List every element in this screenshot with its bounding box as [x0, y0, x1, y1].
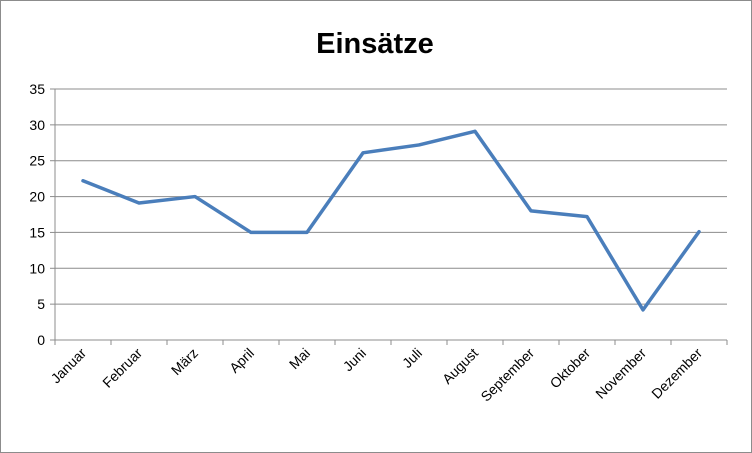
- y-tick-label: 5: [37, 296, 45, 312]
- y-tick-label: 15: [29, 224, 45, 240]
- y-tick-label: 35: [29, 81, 45, 97]
- y-tick-label: 20: [29, 189, 45, 205]
- data-point: [697, 230, 701, 234]
- data-point: [81, 179, 85, 183]
- series-line: [81, 129, 701, 312]
- y-tick-label: 30: [29, 117, 45, 133]
- x-tick-label: Juni: [340, 345, 369, 374]
- data-point: [305, 230, 309, 234]
- x-tick-label: April: [226, 345, 257, 376]
- data-point: [417, 143, 421, 147]
- data-point: [361, 151, 365, 155]
- y-axis-tick-labels: 0 5 10 15 20 25 30 35: [29, 81, 45, 348]
- y-tick-label: 10: [29, 260, 45, 276]
- series-layer: [81, 129, 701, 312]
- data-point: [473, 129, 477, 133]
- x-tick-label: Februar: [99, 345, 145, 391]
- x-tick-label: Mai: [286, 345, 313, 372]
- axes: [50, 88, 728, 345]
- y-tick-label: 25: [29, 153, 45, 169]
- gridlines: [55, 88, 727, 305]
- x-tick-label: März: [168, 345, 201, 378]
- x-tick-label: November: [592, 345, 649, 402]
- data-point: [529, 209, 533, 213]
- data-point: [137, 201, 141, 205]
- x-tick-label: Oktober: [547, 345, 594, 392]
- x-tick-label: Januar: [48, 345, 90, 387]
- chart-title: Einsätze: [316, 28, 434, 60]
- x-tick-label: Juli: [399, 345, 425, 371]
- data-point: [641, 308, 645, 312]
- x-axis-tick-labels: Januar Februar März April Mai Juni Juli AugustS…: [48, 345, 706, 405]
- data-point: [193, 195, 197, 199]
- x-tick-label: August: [439, 345, 481, 387]
- x-tick-label: September: [477, 345, 537, 405]
- data-point: [249, 230, 253, 234]
- x-tick-label: Dezember: [648, 345, 705, 402]
- data-point: [585, 215, 589, 219]
- y-tick-label: 0: [37, 332, 45, 348]
